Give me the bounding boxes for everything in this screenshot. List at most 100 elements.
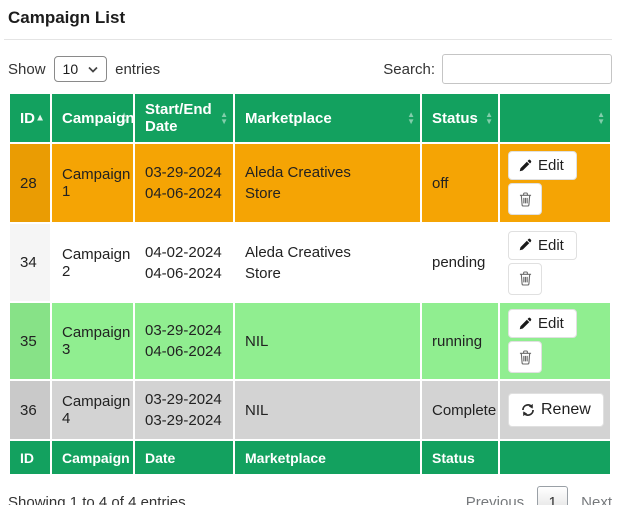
delete-button[interactable] [508, 341, 542, 373]
column-header-label: ID [20, 109, 35, 127]
start-date: 03-29-2024 [145, 164, 222, 181]
pagination-previous[interactable]: Previous [465, 494, 525, 505]
footer-header-actions [500, 441, 610, 474]
renew-button[interactable]: Renew [508, 393, 604, 427]
pencil-icon [518, 238, 532, 252]
column-header-campaign[interactable]: Campaign ▲ ▼ [52, 94, 135, 142]
page-title: Campaign List [8, 8, 126, 27]
cell-campaign: Campaign 3 [52, 303, 133, 379]
column-header-label: Status [432, 109, 478, 127]
table-body: 28 Campaign 1 03-29-2024 04-06-2024 Aled… [10, 144, 610, 439]
table-row-campaign-4: 36 Campaign 4 03-29-2024 03-29-2024 NIL … [10, 381, 610, 439]
refresh-icon [521, 403, 535, 417]
cell-marketplace: Aleda Creatives Store [235, 224, 420, 301]
cell-dates: 03-29-2024 03-29-2024 [135, 381, 233, 439]
sort-down-icon: ▼ [220, 117, 228, 126]
pencil-icon [518, 317, 532, 331]
cell-status: off [422, 144, 498, 222]
cell-actions: Edit [500, 303, 610, 379]
column-header-label: Start/End Date [145, 101, 212, 135]
cell-actions: Edit [500, 144, 610, 222]
edit-button-label: Edit [538, 157, 564, 174]
sort-up-icon: ▲ [597, 110, 605, 119]
page-length-select[interactable]: 10 [53, 56, 108, 82]
cell-actions: Edit [500, 224, 610, 301]
pagination-next[interactable]: Next [581, 494, 612, 505]
search-label: Search: [383, 60, 435, 78]
sort-down-icon: ▼ [597, 117, 605, 126]
cell-dates: 03-29-2024 04-06-2024 [135, 144, 233, 222]
sort-icons: ▲ ▼ [597, 110, 605, 126]
show-label: Show [8, 60, 46, 78]
footer-header-date: Date [135, 441, 233, 474]
cell-actions: Renew [500, 381, 610, 439]
sort-icons: ▲ ▼ [220, 110, 228, 126]
marketplace-name: NIL [245, 401, 269, 419]
search-input[interactable] [442, 54, 612, 84]
cell-id: 28 [10, 144, 50, 222]
table-row-campaign-3: 35 Campaign 3 03-29-2024 04-06-2024 NIL … [10, 303, 610, 379]
pencil-icon [518, 159, 532, 173]
end-date: 04-06-2024 [145, 264, 222, 282]
trash-icon [519, 271, 532, 286]
delete-button[interactable] [508, 262, 542, 295]
renew-button-label: Renew [541, 401, 591, 418]
chevron-down-icon [88, 66, 98, 73]
header-row: ID ▲ Campaign ▲ ▼ Start/End Date ▲ ▼ Marke… [10, 94, 610, 142]
sort-down-icon: ▼ [120, 117, 128, 126]
cell-status: running [422, 303, 498, 379]
column-header-actions[interactable]: ▲ ▼ [500, 94, 610, 142]
end-date: 04-06-2024 [145, 343, 222, 360]
page-length-control: Show 10 entries [8, 56, 160, 82]
edit-button-label: Edit [538, 315, 564, 332]
footer-header-campaign: Campaign [52, 441, 133, 474]
start-date: 03-29-2024 [145, 391, 222, 408]
edit-button[interactable]: Edit [508, 309, 577, 338]
table-row-campaign-2: 34 Campaign 2 04-02-2024 04-06-2024 Aled… [10, 224, 610, 301]
start-date: 03-29-2024 [145, 322, 222, 339]
marketplace-name: NIL [245, 332, 269, 350]
sort-down-icon: ▼ [407, 117, 415, 126]
sort-asc-icon: ▲ [35, 112, 45, 124]
cell-status: pending [422, 224, 498, 301]
sort-down-icon: ▼ [485, 117, 493, 126]
column-header-date[interactable]: Start/End Date ▲ ▼ [135, 94, 233, 142]
edit-button[interactable]: Edit [508, 151, 577, 180]
footer-header-id: ID [10, 441, 50, 474]
column-header-status[interactable]: Status ▲ ▼ [422, 94, 498, 142]
cell-id: 34 [10, 224, 50, 301]
delete-button[interactable] [508, 183, 542, 215]
pagination: Previous 1 Next [466, 486, 612, 505]
page-length-value: 10 [62, 61, 79, 77]
cell-campaign: Campaign 1 [52, 144, 133, 222]
column-header-label: Marketplace [245, 109, 332, 127]
footer-header-marketplace: Marketplace [235, 441, 420, 474]
start-date: 04-02-2024 [145, 243, 222, 261]
campaign-table: ID ▲ Campaign ▲ ▼ Start/End Date ▲ ▼ Marke… [8, 92, 612, 476]
footer-header-status: Status [422, 441, 498, 474]
edit-button-label: Edit [538, 236, 564, 254]
sort-up-icon: ▲ [220, 110, 228, 119]
marketplace-name: Aleda Creatives Store [245, 164, 351, 202]
cell-dates: 04-02-2024 04-06-2024 [135, 224, 233, 301]
sort-up-icon: ▲ [120, 110, 128, 119]
table-footer: ID Campaign Date Marketplace Status [10, 441, 610, 474]
column-header-label: Campaign [62, 109, 135, 127]
edit-button[interactable]: Edit [508, 230, 577, 260]
cell-campaign: Campaign 2 [52, 224, 133, 301]
table-row-campaign-1: 28 Campaign 1 03-29-2024 04-06-2024 Aled… [10, 144, 610, 222]
table-info: Showing 1 to 4 of 4 entries [8, 494, 186, 505]
cell-status: Complete [422, 381, 498, 439]
column-header-marketplace[interactable]: Marketplace ▲ ▼ [235, 94, 420, 142]
table-controls: Show 10 entries Search: [8, 54, 612, 84]
cell-marketplace: NIL [235, 303, 420, 379]
pagination-page-1[interactable]: 1 [537, 486, 569, 505]
table-bottom-bar: Showing 1 to 4 of 4 entries Previous 1 N… [8, 486, 612, 505]
title-divider [4, 39, 612, 40]
cell-campaign: Campaign 4 [52, 381, 133, 439]
cell-dates: 03-29-2024 04-06-2024 [135, 303, 233, 379]
column-header-id[interactable]: ID ▲ [10, 94, 50, 142]
cell-id: 35 [10, 303, 50, 379]
cell-marketplace: NIL [235, 381, 420, 439]
cell-marketplace: Aleda Creatives Store [235, 144, 420, 222]
